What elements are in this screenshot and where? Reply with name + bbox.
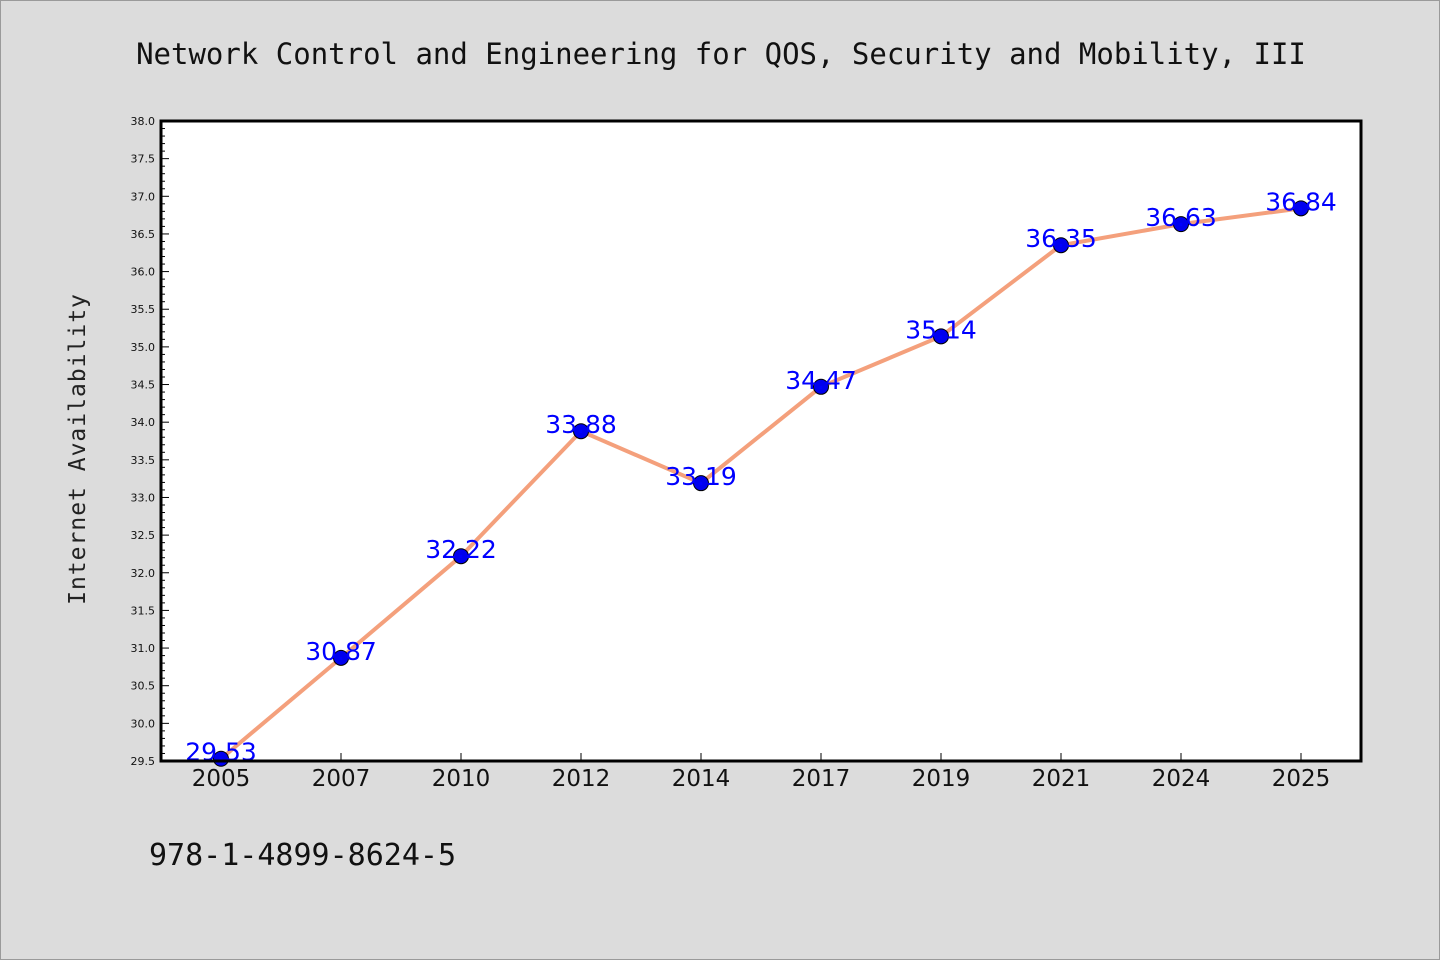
y-tick-label: 30.5 (131, 680, 156, 693)
y-tick-label: 31.0 (131, 642, 156, 655)
x-tick-label: 2017 (792, 766, 851, 792)
x-tick-label: 2025 (1272, 766, 1331, 792)
data-label: 30.87 (305, 637, 377, 666)
y-tick-label: 33.0 (131, 491, 156, 504)
data-label: 33.19 (665, 462, 737, 491)
plot-frame (159, 119, 1363, 763)
y-tick-label: 34.5 (131, 379, 156, 392)
data-label: 34.47 (785, 366, 857, 395)
x-tick-label: 2019 (912, 766, 971, 792)
data-label: 36.35 (1025, 224, 1097, 253)
data-point (933, 328, 949, 345)
data-point (333, 649, 349, 666)
x-tick-label: 2012 (552, 766, 611, 792)
y-tick-label: 29.5 (131, 755, 156, 768)
y-tick-label: 38.0 (131, 115, 156, 128)
x-tick-label: 2024 (1152, 766, 1211, 792)
footer-isbn: 978-1-4899-8624-5 (149, 838, 456, 873)
y-tick-label: 36.0 (131, 266, 156, 279)
data-label: 32.22 (425, 535, 497, 564)
data-point (693, 475, 709, 492)
data-label: 33.88 (545, 410, 617, 439)
x-tick-label: 2010 (432, 766, 491, 792)
chart-title: Network Control and Engineering for QOS,… (136, 37, 1306, 71)
y-tick-label: 35.0 (131, 341, 156, 354)
data-label: 35.14 (905, 315, 977, 344)
data-point (1293, 200, 1309, 217)
y-tick-label: 33.5 (131, 454, 156, 467)
data-labels: 29.5330.8732.2233.8833.1934.4735.1436.35… (185, 187, 1337, 766)
y-tick-label: 30.0 (131, 717, 156, 730)
x-tick-label: 2014 (672, 766, 731, 792)
y-axis-label: Internet Availability (65, 293, 91, 605)
y-tick-label: 31.5 (131, 604, 156, 617)
y-tick-label: 37.0 (131, 190, 156, 203)
data-point (1053, 237, 1069, 254)
y-tick-label: 32.5 (131, 529, 156, 542)
data-point (813, 378, 829, 395)
x-axis: 2005 2007 2010 2012 2014 2017 2019 2021 2024 2025 (192, 753, 1331, 792)
data-label: 36.63 (1145, 203, 1217, 232)
x-tick-label: 2021 (1032, 766, 1091, 792)
y-axis: 29.5 30.0 30.5 31.0 31.5 32.0 32.5 33.0 33.5 34.0… (131, 115, 169, 768)
x-tick-label: 2005 (192, 766, 251, 792)
y-tick-label: 36.5 (131, 228, 156, 241)
data-point (1173, 216, 1189, 233)
y-tick-label: 32.0 (131, 567, 156, 580)
y-tick-label: 37.5 (131, 153, 156, 166)
data-label: 36.84 (1265, 187, 1337, 216)
x-tick-label: 2007 (312, 766, 371, 792)
y-tick-label: 34.0 (131, 416, 156, 429)
y-tick-label: 35.5 (131, 303, 156, 316)
data-point (453, 548, 469, 565)
series-line (219, 206, 1303, 761)
data-point (573, 423, 589, 440)
series-line-group (219, 206, 1303, 761)
